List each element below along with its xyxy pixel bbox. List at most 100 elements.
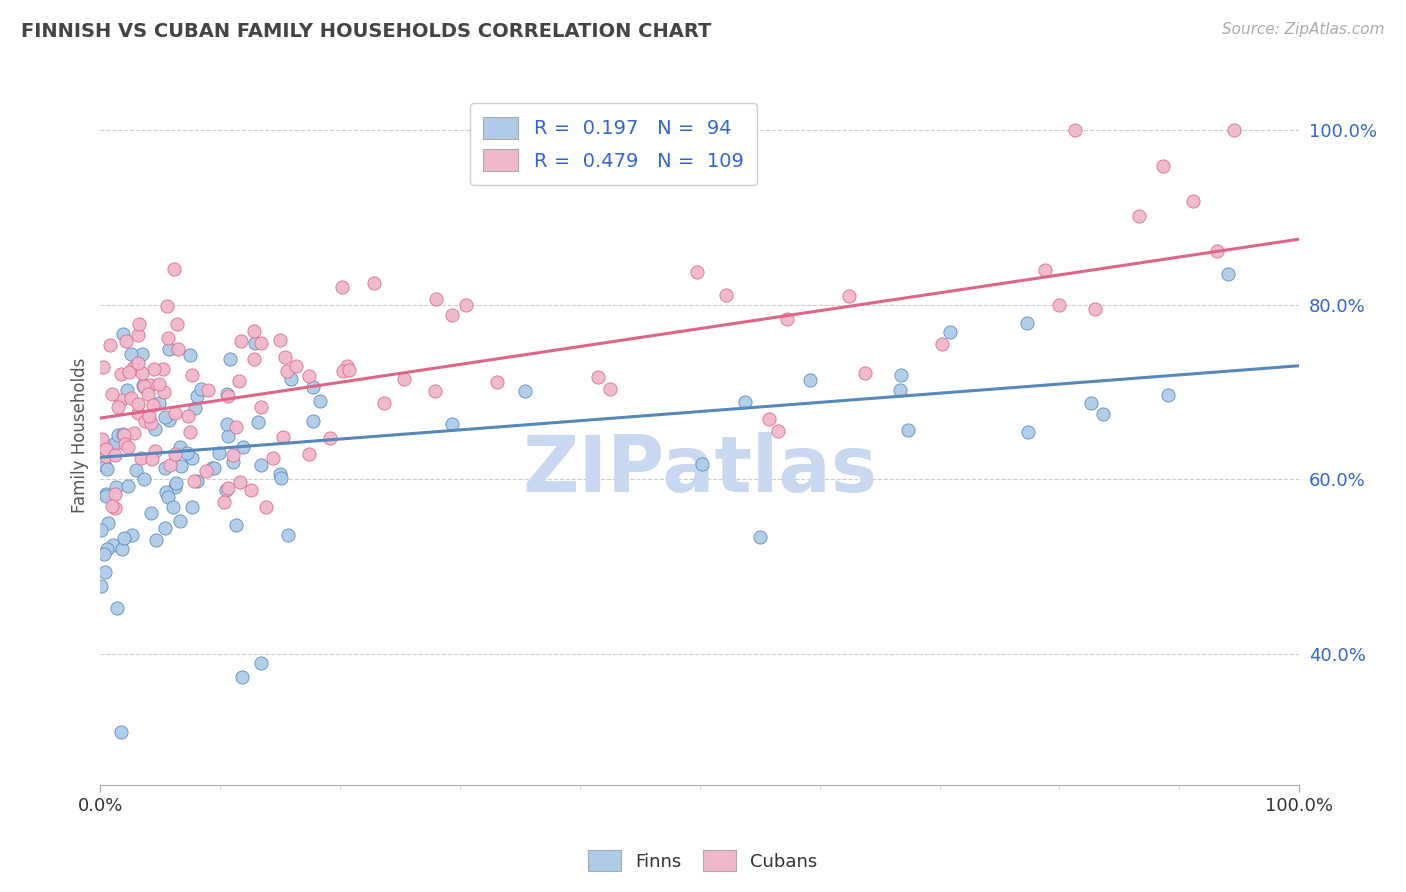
Point bbox=[125, 463, 148, 477]
Point bbox=[105, 479, 128, 493]
Point bbox=[157, 412, 180, 426]
Point bbox=[155, 484, 177, 499]
Point bbox=[111, 427, 134, 442]
Point bbox=[180, 500, 202, 514]
Point bbox=[231, 334, 253, 348]
Point bbox=[190, 382, 212, 396]
Point bbox=[94, 489, 117, 503]
Point bbox=[101, 386, 124, 401]
Point bbox=[142, 362, 165, 376]
Point bbox=[254, 500, 277, 514]
Point bbox=[239, 483, 262, 497]
Point bbox=[302, 380, 325, 394]
Point bbox=[392, 372, 415, 386]
Point bbox=[157, 490, 180, 504]
Point bbox=[148, 395, 170, 409]
Point bbox=[179, 425, 201, 439]
Point bbox=[128, 317, 150, 331]
Point bbox=[156, 331, 179, 345]
Point bbox=[186, 389, 208, 403]
Point bbox=[162, 500, 184, 514]
Point bbox=[690, 458, 713, 472]
Point bbox=[799, 373, 821, 387]
Point bbox=[153, 384, 176, 399]
Point bbox=[250, 336, 273, 351]
Point bbox=[94, 442, 117, 457]
Point bbox=[100, 442, 122, 457]
Point bbox=[373, 396, 395, 410]
Point bbox=[153, 409, 176, 424]
Point bbox=[1015, 316, 1038, 330]
Point bbox=[96, 462, 118, 476]
Point bbox=[280, 372, 302, 386]
Point bbox=[112, 428, 135, 442]
Point bbox=[896, 423, 918, 437]
Point bbox=[114, 437, 136, 451]
Point bbox=[152, 362, 174, 376]
Point bbox=[98, 338, 121, 352]
Point bbox=[141, 506, 163, 520]
Point bbox=[890, 368, 912, 382]
Point bbox=[269, 467, 291, 481]
Point bbox=[121, 528, 143, 542]
Point bbox=[169, 440, 191, 454]
Point bbox=[243, 336, 266, 351]
Point bbox=[117, 479, 139, 493]
Point bbox=[330, 280, 353, 294]
Point bbox=[117, 440, 139, 454]
Point bbox=[165, 406, 187, 420]
Point bbox=[163, 446, 186, 460]
Point bbox=[94, 566, 117, 580]
Point bbox=[336, 359, 359, 374]
Point bbox=[97, 516, 120, 530]
Point bbox=[118, 365, 141, 379]
Point bbox=[127, 327, 149, 342]
Point bbox=[138, 409, 160, 423]
Point bbox=[440, 417, 463, 432]
Point bbox=[148, 376, 170, 391]
Point bbox=[107, 427, 129, 442]
Point bbox=[104, 435, 127, 450]
Point bbox=[111, 541, 134, 556]
Point bbox=[90, 523, 112, 537]
Point bbox=[105, 601, 128, 615]
Point bbox=[132, 379, 155, 393]
Point bbox=[225, 518, 247, 533]
Point bbox=[302, 413, 325, 427]
Point bbox=[1091, 407, 1114, 421]
Point bbox=[104, 448, 127, 462]
Point bbox=[332, 364, 354, 378]
Point bbox=[208, 446, 231, 460]
Point bbox=[93, 547, 115, 561]
Text: ZIPatlas: ZIPatlas bbox=[522, 433, 877, 508]
Point bbox=[285, 359, 308, 373]
Point bbox=[1047, 298, 1070, 312]
Point bbox=[243, 324, 266, 338]
Point bbox=[134, 414, 156, 428]
Point bbox=[104, 501, 127, 516]
Point bbox=[215, 483, 238, 497]
Point bbox=[1080, 396, 1102, 410]
Point bbox=[363, 277, 385, 291]
Point bbox=[195, 464, 218, 478]
Point bbox=[217, 481, 239, 495]
Point bbox=[132, 472, 155, 486]
Point bbox=[776, 311, 799, 326]
Point bbox=[931, 337, 953, 351]
Point bbox=[131, 347, 153, 361]
Point bbox=[186, 474, 208, 488]
Point bbox=[232, 441, 254, 455]
Point bbox=[217, 429, 239, 443]
Point bbox=[96, 487, 118, 501]
Point bbox=[112, 531, 135, 545]
Point bbox=[1181, 194, 1204, 208]
Point bbox=[157, 342, 180, 356]
Point bbox=[222, 448, 245, 462]
Point bbox=[271, 430, 294, 444]
Point bbox=[221, 455, 243, 469]
Point bbox=[486, 375, 509, 389]
Point bbox=[599, 382, 621, 396]
Point bbox=[1033, 263, 1056, 277]
Point bbox=[201, 461, 224, 475]
Point bbox=[143, 422, 166, 436]
